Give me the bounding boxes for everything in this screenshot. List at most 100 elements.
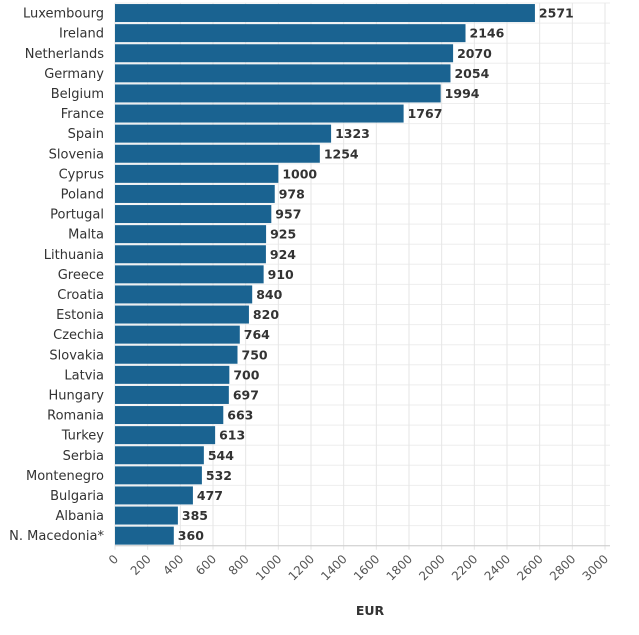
x-tick-label: 400 xyxy=(160,552,186,578)
value-label: 544 xyxy=(208,448,234,463)
category-label: Luxembourg xyxy=(23,7,104,22)
value-label: 2146 xyxy=(470,26,505,41)
value-label: 1000 xyxy=(282,166,317,181)
category-label: Turkey xyxy=(61,429,105,444)
category-label: Latvia xyxy=(64,368,104,383)
value-label: 1254 xyxy=(324,146,359,161)
x-tick-label: 200 xyxy=(128,552,154,578)
bar[interactable] xyxy=(115,84,441,103)
x-tick-label: 1800 xyxy=(384,552,415,583)
x-tick-label: 1200 xyxy=(286,552,317,583)
value-label: 925 xyxy=(270,227,296,242)
value-label: 700 xyxy=(233,367,259,382)
category-labels: Luxembourg Ireland Netherlands Germany Belgi… xyxy=(9,7,104,545)
bar[interactable] xyxy=(115,205,272,224)
category-label: Bulgaria xyxy=(50,489,104,504)
category-label: Malta xyxy=(68,228,104,243)
x-tick-label: 1000 xyxy=(253,552,284,583)
value-label: 532 xyxy=(206,468,232,483)
value-label: 385 xyxy=(182,508,208,523)
x-tick-label: 800 xyxy=(226,552,252,578)
value-label: 957 xyxy=(275,207,301,222)
category-label: Slovenia xyxy=(49,147,104,162)
category-label: Croatia xyxy=(57,288,104,303)
category-label: Estonia xyxy=(56,308,104,323)
bar[interactable] xyxy=(115,245,266,264)
bar[interactable] xyxy=(115,526,174,545)
value-label: 477 xyxy=(197,488,223,503)
value-label: 924 xyxy=(270,247,296,262)
bar[interactable] xyxy=(115,486,193,505)
value-label: 840 xyxy=(256,287,282,302)
x-tick-label: 2000 xyxy=(416,552,447,583)
category-label: Greece xyxy=(58,268,104,283)
category-label: Lithuania xyxy=(44,248,104,263)
bar[interactable] xyxy=(115,426,216,445)
value-label: 1994 xyxy=(445,86,480,101)
category-label: Albania xyxy=(55,509,104,524)
value-label: 697 xyxy=(233,387,259,402)
bar[interactable] xyxy=(115,104,404,123)
bar[interactable] xyxy=(115,124,332,143)
category-label: Germany xyxy=(44,67,104,82)
x-tick-label: 2400 xyxy=(482,552,513,583)
bar[interactable] xyxy=(115,164,279,183)
category-label: N. Macedonia* xyxy=(9,529,104,544)
bar[interactable] xyxy=(115,385,229,404)
x-tick-label: 1400 xyxy=(318,552,349,583)
x-tick-label: 0 xyxy=(106,552,121,567)
x-tick-label: 3000 xyxy=(580,552,611,583)
value-label: 764 xyxy=(244,327,270,342)
bar[interactable] xyxy=(115,325,240,344)
category-label: Belgium xyxy=(51,87,104,102)
bar[interactable] xyxy=(115,225,267,244)
bar[interactable] xyxy=(115,305,249,324)
bar[interactable] xyxy=(115,365,230,384)
bar[interactable] xyxy=(115,64,451,83)
value-label: 2571 xyxy=(539,6,574,21)
x-tick-label: 1600 xyxy=(351,552,382,583)
value-label: 360 xyxy=(178,528,204,543)
bar[interactable] xyxy=(115,506,178,525)
bar[interactable] xyxy=(115,446,204,465)
bar[interactable] xyxy=(115,406,224,425)
grid-layer xyxy=(114,2,610,550)
category-label: Hungary xyxy=(48,388,104,403)
value-label: 2054 xyxy=(454,66,489,81)
category-label: Ireland xyxy=(59,27,104,42)
bars-layer xyxy=(115,4,535,545)
category-label: Poland xyxy=(61,187,104,202)
category-label: Romania xyxy=(47,409,104,424)
x-axis-ticks: 0 200 400 600 800 1000 1200 1400 1600 1800 2000 220… xyxy=(106,552,611,583)
category-label: Czechia xyxy=(53,328,104,343)
value-label: 613 xyxy=(219,428,245,443)
bar[interactable] xyxy=(115,144,320,163)
category-label: Montenegro xyxy=(26,469,104,484)
bar[interactable] xyxy=(115,24,466,43)
value-label: 663 xyxy=(227,408,253,423)
bar[interactable] xyxy=(115,285,253,304)
bar[interactable] xyxy=(115,466,202,485)
category-label: Cyprus xyxy=(59,167,105,182)
bar[interactable] xyxy=(115,44,454,63)
category-label: Slovakia xyxy=(49,348,104,363)
x-axis-title: EUR xyxy=(356,603,385,618)
bar[interactable] xyxy=(115,184,275,203)
x-tick-label: 2600 xyxy=(514,552,545,583)
value-label: 1767 xyxy=(408,106,443,121)
x-tick-label: 600 xyxy=(193,552,219,578)
category-label: Netherlands xyxy=(25,47,104,62)
x-tick-label: 2800 xyxy=(547,552,578,583)
value-label: 750 xyxy=(242,347,268,362)
bar[interactable] xyxy=(115,4,535,23)
category-label: Portugal xyxy=(50,208,104,223)
category-label: France xyxy=(61,107,104,122)
bar[interactable] xyxy=(115,265,264,284)
value-label: 910 xyxy=(268,267,294,282)
x-tick-label: 2200 xyxy=(449,552,480,583)
value-label: 820 xyxy=(253,307,279,322)
bar[interactable] xyxy=(115,345,238,364)
value-label: 2070 xyxy=(457,46,492,61)
